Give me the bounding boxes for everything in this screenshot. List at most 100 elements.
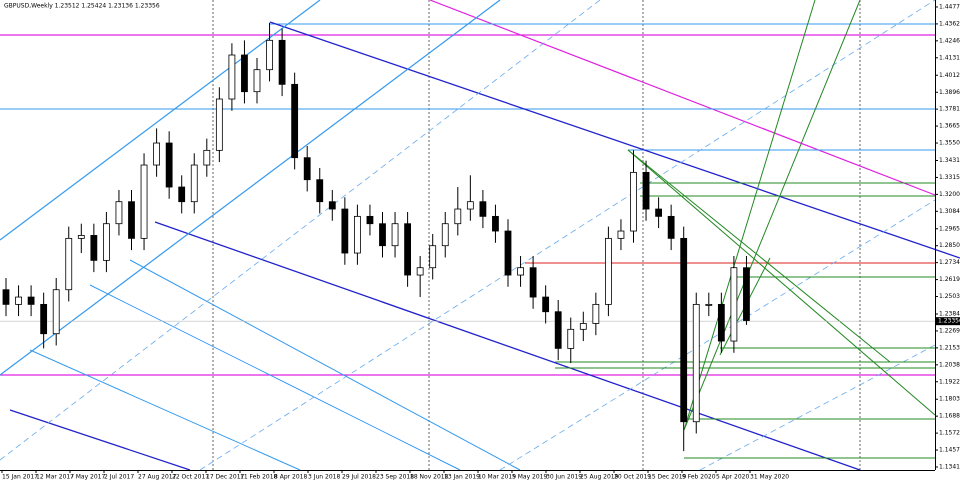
x-tick-label: 25 Aug 2019 bbox=[580, 474, 619, 481]
candle-body bbox=[215, 98, 223, 151]
y-tick-label: 1.40120 bbox=[939, 72, 960, 79]
candle-body bbox=[228, 54, 236, 100]
candle-body bbox=[454, 208, 462, 225]
y-tick-label: 1.23845 bbox=[939, 310, 960, 317]
candle-body bbox=[617, 230, 625, 239]
candle-body bbox=[404, 223, 412, 276]
last-price-label: 1.23356 bbox=[938, 318, 960, 325]
y-tick-label: 1.28500 bbox=[939, 242, 960, 249]
fork-line bbox=[29, 349, 301, 471]
candle-body bbox=[592, 303, 600, 324]
y-tick-label: 1.29655 bbox=[939, 225, 960, 232]
candle-body bbox=[391, 223, 399, 247]
candle-body bbox=[77, 235, 85, 239]
y-tick-label: 1.13415 bbox=[939, 463, 960, 470]
candle-body bbox=[479, 201, 487, 217]
x-tick-label: 9 Feb 2020 bbox=[682, 474, 716, 481]
channel-line bbox=[9, 409, 191, 471]
last-price-box bbox=[936, 317, 960, 326]
candle-body bbox=[90, 235, 98, 261]
y-tick-label: 1.18035 bbox=[939, 396, 960, 403]
channel-line bbox=[269, 21, 960, 259]
y-tick-label: 1.30845 bbox=[939, 208, 960, 215]
y-tick-label: 1.14570 bbox=[939, 447, 960, 454]
candle-body bbox=[165, 142, 173, 188]
candle-body bbox=[529, 267, 537, 298]
candle-body bbox=[542, 296, 550, 313]
trend-line bbox=[0, 0, 501, 376]
fan-line bbox=[683, 0, 861, 431]
x-tick-label: 10 Mar 2019 bbox=[478, 474, 516, 481]
candle-body bbox=[316, 179, 324, 203]
candle-body bbox=[203, 149, 211, 166]
candle-body bbox=[717, 303, 725, 342]
candle-body bbox=[379, 223, 386, 247]
y-tick-label: 1.35500 bbox=[939, 140, 960, 147]
candle-body bbox=[178, 186, 186, 203]
candle-body bbox=[466, 201, 474, 210]
y-tick-label: 1.19225 bbox=[939, 378, 960, 385]
candle-body bbox=[730, 267, 738, 342]
x-tick-label: 13 Jan 2019 bbox=[444, 474, 480, 481]
candle-body bbox=[253, 69, 261, 93]
dashed-line bbox=[0, 0, 601, 461]
candle-body bbox=[128, 201, 135, 239]
candle-body bbox=[303, 157, 311, 181]
candle-body bbox=[705, 303, 713, 306]
y-tick-label: 1.26190 bbox=[939, 276, 960, 283]
fan-line bbox=[627, 149, 891, 363]
y-tick-label: 1.4131 bbox=[939, 54, 960, 61]
y-tick-label: 1.15725 bbox=[939, 430, 960, 437]
y-tick-label: 1.36655 bbox=[939, 123, 960, 130]
candle-body bbox=[353, 215, 361, 254]
candle-body bbox=[504, 230, 512, 276]
candle-body bbox=[366, 215, 374, 225]
candle-body bbox=[605, 237, 612, 305]
dashed-line bbox=[499, 199, 936, 471]
candle-body bbox=[15, 296, 22, 305]
y-tick-label: 1.22690 bbox=[939, 327, 960, 334]
candle-body bbox=[266, 39, 273, 71]
y-tick-label: 1.44775 bbox=[939, 3, 960, 10]
y-tick-label: 1.34310 bbox=[939, 157, 960, 164]
candle-body bbox=[680, 237, 688, 423]
candle-body bbox=[153, 142, 161, 166]
chart-title: GBPUSD,Weekly 1.23512 1.25424 1.23136 1.… bbox=[4, 3, 160, 10]
candle-body bbox=[52, 289, 60, 335]
x-tick-label: 15 Dec 2019 bbox=[648, 474, 687, 481]
y-tick-label: 1.27345 bbox=[939, 259, 960, 266]
fan-line bbox=[627, 149, 936, 416]
x-tick-label: 15 Jan 2017 bbox=[2, 474, 38, 481]
y-tick-label: 1.32000 bbox=[939, 191, 960, 198]
y-tick-label: 1.21535 bbox=[939, 344, 960, 351]
dashed-line bbox=[199, 0, 936, 471]
x-tick-label: 5 May 2019 bbox=[512, 474, 547, 481]
x-tick-label: 5 Apr 2020 bbox=[716, 474, 749, 481]
candle-body bbox=[667, 215, 675, 239]
candle-body bbox=[630, 171, 637, 232]
candle-body bbox=[2, 289, 10, 305]
candle-body bbox=[517, 267, 524, 276]
trend-line bbox=[429, 0, 936, 196]
y-tick-label: 1.37810 bbox=[939, 106, 960, 113]
candle-body bbox=[642, 171, 650, 210]
y-tick-label: 1.33155 bbox=[939, 174, 960, 181]
candle-body bbox=[190, 164, 198, 203]
x-tick-label: 2 Jul 2017 bbox=[104, 474, 134, 481]
x-tick-label: 31 May 2020 bbox=[750, 474, 789, 481]
candle-body bbox=[492, 215, 499, 232]
x-tick-label: 23 Sep 2018 bbox=[376, 474, 414, 481]
fork-line bbox=[89, 284, 461, 471]
x-tick-label: 3 Jun 2018 bbox=[308, 474, 340, 481]
candle-body bbox=[441, 223, 449, 247]
x-tick-label: 18 Nov 2018 bbox=[410, 474, 449, 481]
y-tick-label: 1.20380 bbox=[939, 361, 960, 368]
x-tick-label: 12 Mar 2017 bbox=[36, 474, 74, 481]
channel-line bbox=[154, 221, 861, 471]
candle-body bbox=[40, 303, 48, 335]
x-tick-label: 8 Apr 2018 bbox=[274, 474, 307, 481]
x-tick-label: 30 Jun 2019 bbox=[546, 474, 582, 481]
